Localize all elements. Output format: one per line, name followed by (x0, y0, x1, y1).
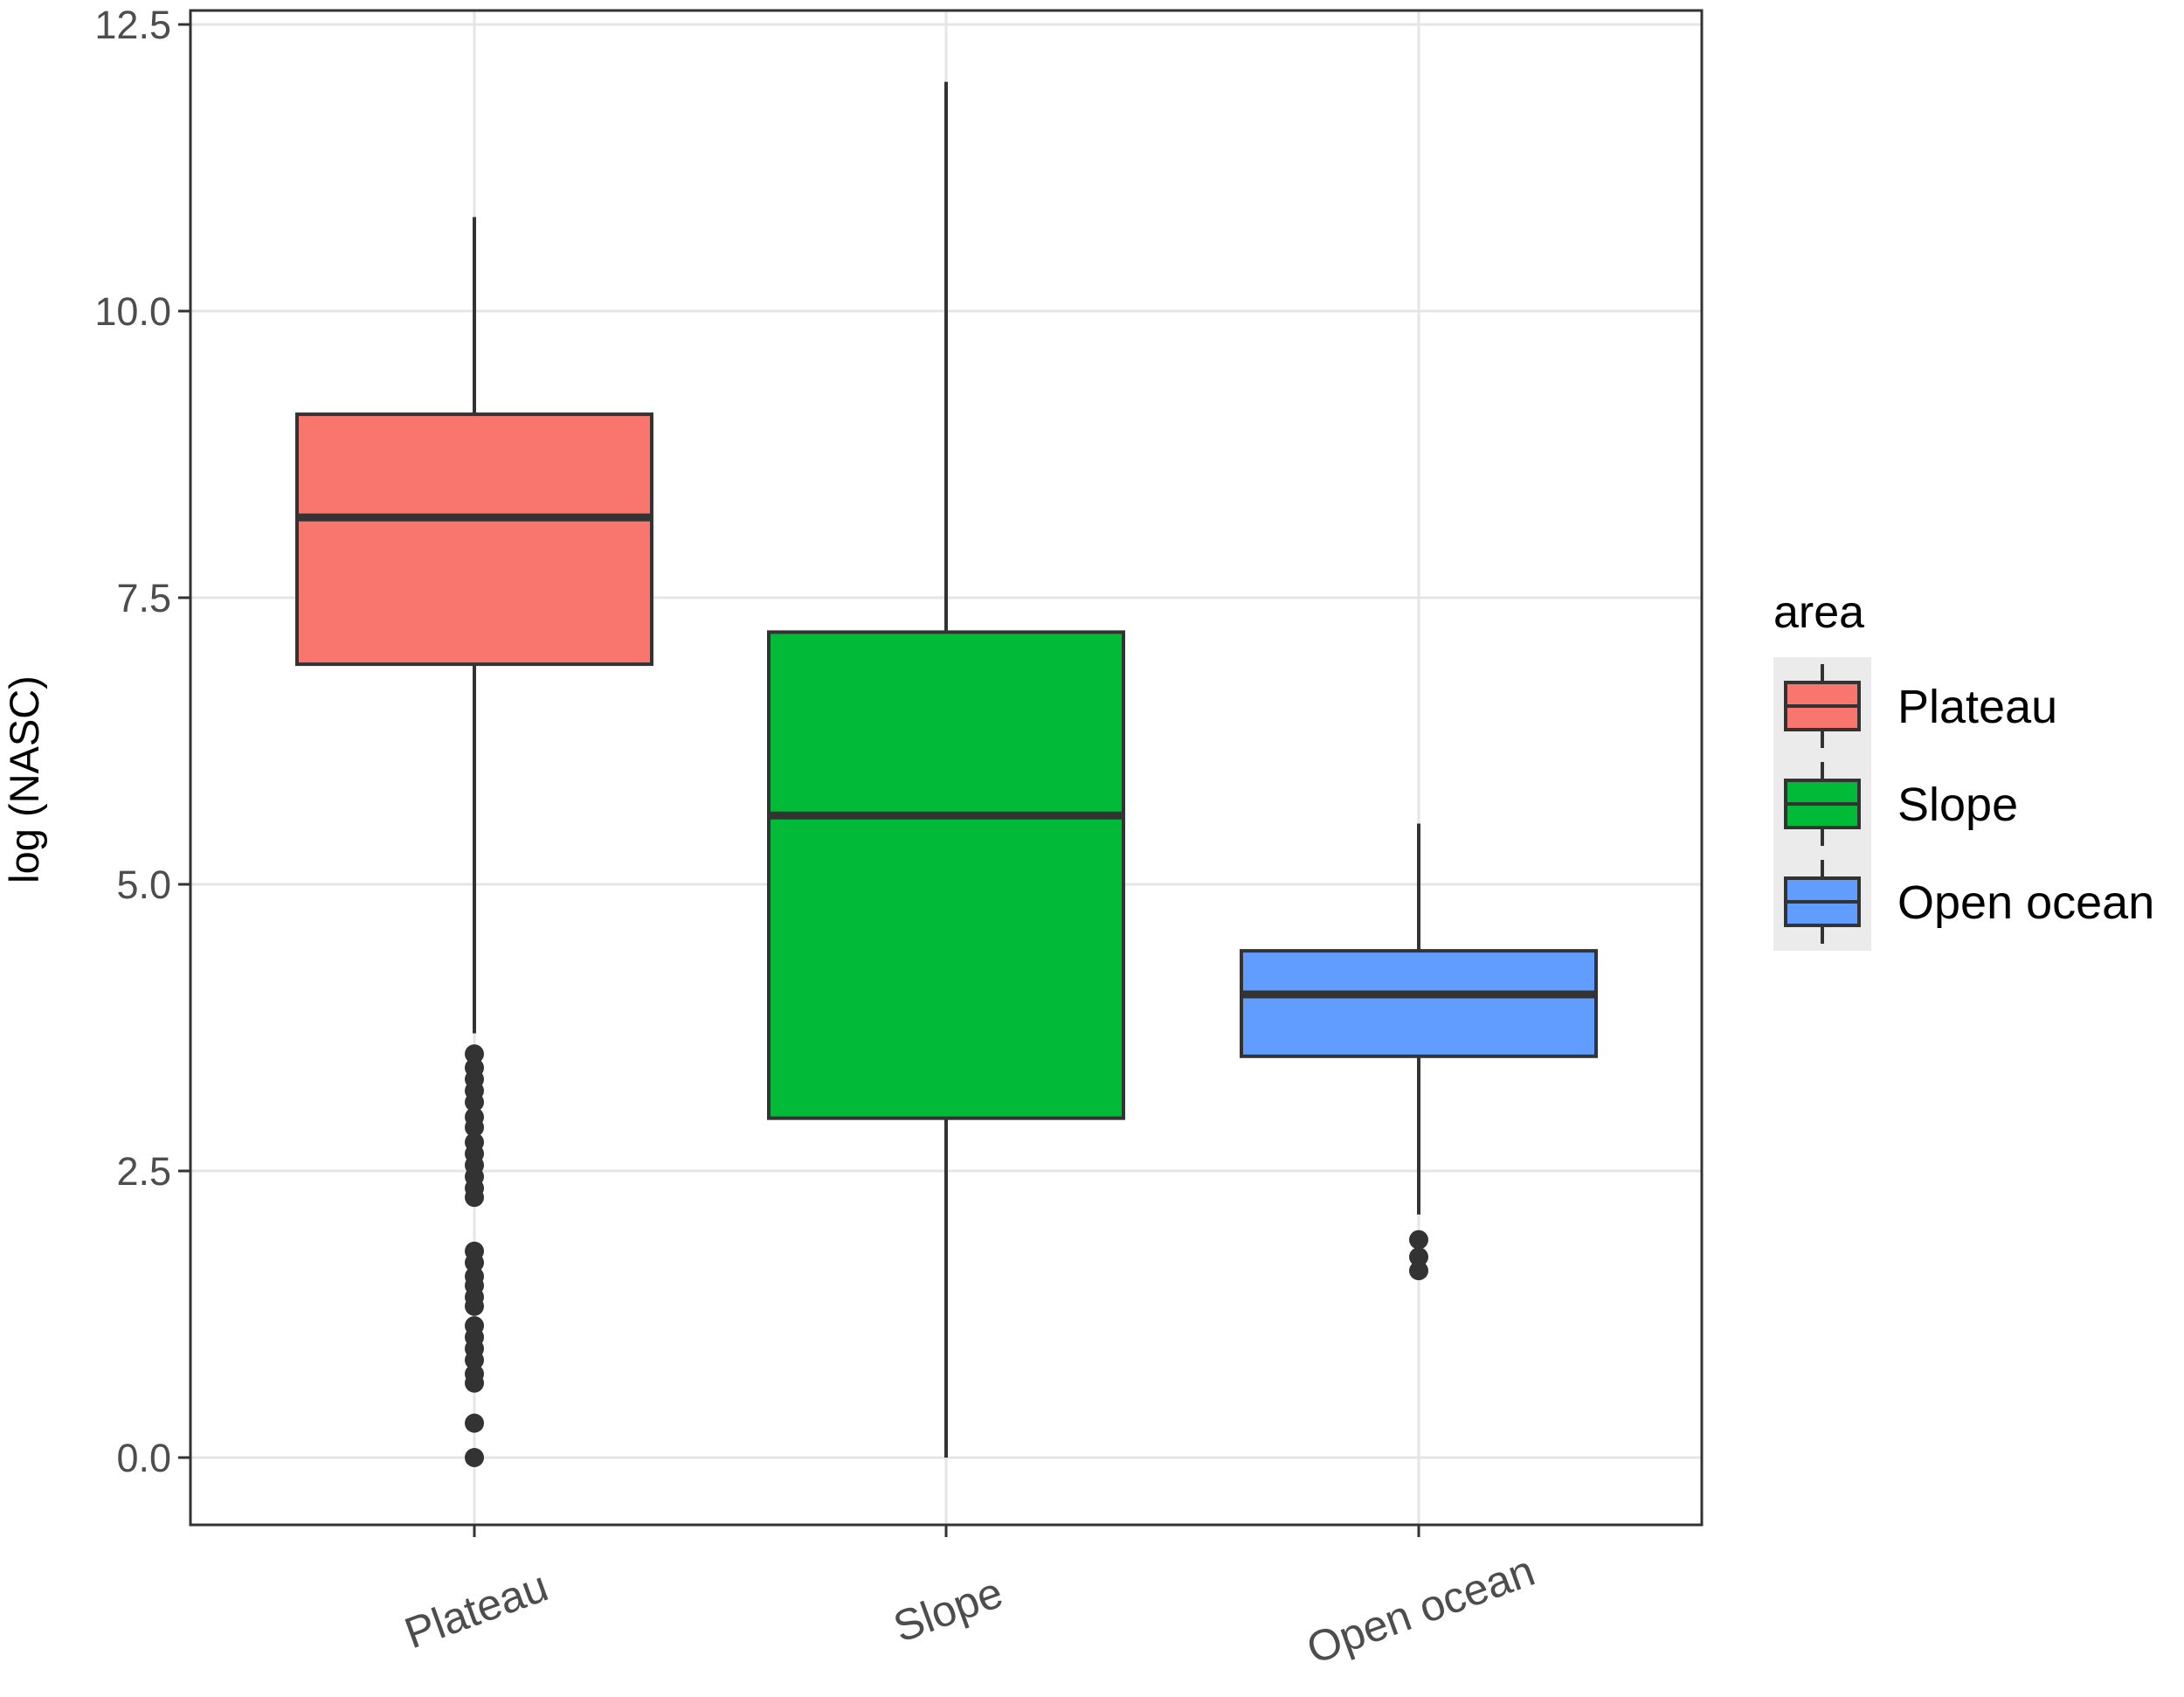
legend-title: area (1773, 587, 1864, 638)
box (1240, 949, 1598, 1058)
y-axis-title: log (NASC) (1, 675, 47, 883)
legend-item: Plateau (1784, 664, 2057, 748)
outlier-point (465, 1188, 484, 1208)
y-tick-label: 12.5 (94, 3, 171, 47)
box-group (295, 217, 653, 1467)
outlier-point (465, 1448, 484, 1467)
outlier-point (465, 1118, 484, 1138)
outlier-point (465, 1044, 484, 1064)
y-tick-label: 2.5 (116, 1149, 171, 1194)
outlier-point (465, 1350, 484, 1370)
box (767, 630, 1125, 1120)
legend: area Plateau Slope Open ocean (1773, 587, 2154, 951)
outlier-point (1409, 1229, 1428, 1250)
box (295, 412, 653, 667)
y-tick-label: 5.0 (116, 862, 171, 907)
outlier-point (465, 1092, 484, 1112)
legend-item: Open ocean (1784, 860, 2154, 944)
legend-label: Open ocean (1897, 876, 2154, 929)
plot-area (295, 81, 1598, 1467)
y-tick-label: 7.5 (116, 576, 171, 620)
y-tick-label: 10.0 (94, 289, 171, 334)
outlier-point (465, 1252, 484, 1272)
legend-label: Plateau (1897, 681, 2057, 733)
box-group (767, 81, 1125, 1458)
legend-item: Slope (1784, 762, 2018, 846)
legend-label: Slope (1897, 779, 2018, 831)
box-group (1240, 823, 1598, 1281)
outlier-point (465, 1413, 484, 1433)
outlier-point (1409, 1261, 1428, 1281)
outlier-point (465, 1373, 484, 1393)
outlier-point (465, 1296, 484, 1316)
y-tick-label: 0.0 (116, 1436, 171, 1480)
outlier-point (1409, 1247, 1428, 1267)
